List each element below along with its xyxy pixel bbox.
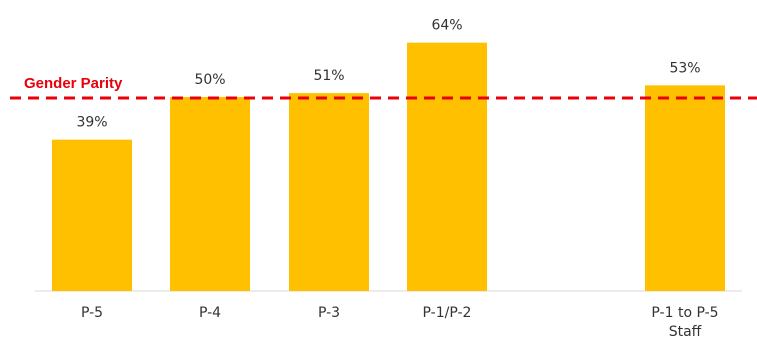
data-label-3: 51%: [313, 68, 344, 84]
data-label-2: 50%: [194, 72, 225, 88]
x-tick-label-4: P-1/P-2: [423, 305, 472, 321]
bar-3: [289, 93, 369, 292]
gender-parity-label: Gender Parity: [24, 75, 123, 92]
bar-5: [645, 85, 725, 291]
data-label-4: 64%: [431, 18, 462, 34]
bar-2: [170, 97, 250, 291]
bars-group: [52, 42, 725, 292]
x-tick-label-2: P-4: [199, 305, 221, 321]
x-tick-labels-group: P-5 P-4 P-3 P-1/P-2 P-1 to P-5 Staff: [81, 305, 719, 340]
data-label-5: 53%: [669, 60, 700, 76]
x-tick-label-3: P-3: [318, 305, 340, 321]
x-tick-label-1: P-5: [81, 305, 103, 321]
bar-1: [52, 139, 132, 291]
data-label-1: 39%: [76, 115, 107, 131]
data-labels-group: 39% 50% 51% 64% 53%: [76, 18, 700, 131]
bar-4: [407, 42, 487, 292]
x-tick-label-5: P-1 to P-5 Staff: [651, 305, 718, 340]
